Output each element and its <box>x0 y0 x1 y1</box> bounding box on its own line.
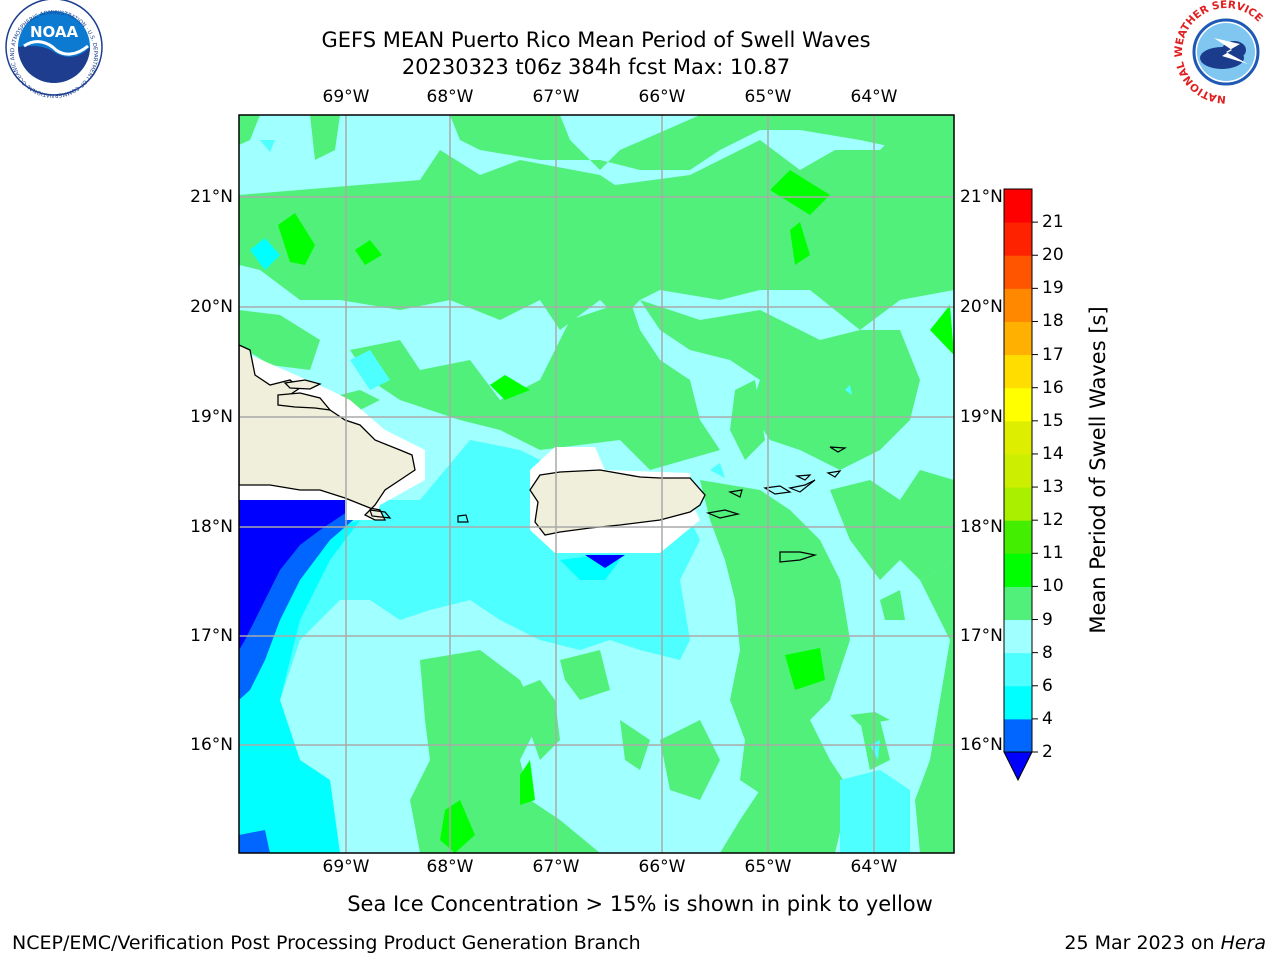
lat-label-left-2: 19°N <box>190 407 233 427</box>
colorbar-segment-3 <box>1004 619 1032 654</box>
lon-label-bottom-5: 64°W <box>850 857 898 877</box>
colorbar-tick-label-10: 15 <box>1042 410 1064 431</box>
colorbar-tick-label-6: 11 <box>1042 543 1064 564</box>
colorbar-segment-10 <box>1004 387 1032 422</box>
machine-name: Hera <box>1220 932 1266 954</box>
lat-label-left-0: 21°N <box>190 187 233 207</box>
producer-credit: NCEP/EMC/Verification Post Processing Pr… <box>12 932 641 954</box>
lat-label-right-0: 21°N <box>960 187 1003 207</box>
lon-label-bottom-1: 68°W <box>426 857 474 877</box>
lon-label-top-0: 69°W <box>322 87 370 107</box>
lon-label-top-5: 64°W <box>850 87 898 107</box>
tortuga-island <box>283 379 322 390</box>
swell-band-2-4 <box>239 500 625 650</box>
colorbar-tick-label-1: 4 <box>1042 708 1053 729</box>
colorbar-segment-7 <box>1004 487 1032 521</box>
lon-label-bottom-0: 69°W <box>322 857 370 877</box>
lon-label-top-3: 66°W <box>638 87 686 107</box>
lat-label-right-2: 19°N <box>960 407 1003 427</box>
colorbar-segment-14 <box>1004 255 1032 289</box>
colorbar-tick-label-7: 12 <box>1042 510 1064 531</box>
colorbar-tick-label-3: 8 <box>1042 642 1053 663</box>
colorbar-segment-1 <box>1004 685 1032 720</box>
lon-label-bottom-4: 65°W <box>744 857 792 877</box>
map-title: GEFS MEAN Puerto Rico Mean Period of Swe… <box>321 28 871 52</box>
colorbar-segment-5 <box>1004 553 1032 587</box>
run-date: 25 Mar 2023 on Hera <box>1064 932 1266 954</box>
swell-band-11-12 <box>278 170 954 853</box>
colorbar-segment-2 <box>1004 652 1032 687</box>
colorbar-segment-16 <box>1004 189 1032 223</box>
colorbar-tick-label-12: 17 <box>1042 344 1064 365</box>
colorbar-tick-label-2: 6 <box>1042 675 1053 696</box>
colorbar-label: Mean Period of Swell Waves [s] <box>1086 306 1110 634</box>
sea-ice-caption: Sea Ice Concentration > 15% is shown in … <box>347 892 933 916</box>
lat-label-left-5: 16°N <box>190 735 233 755</box>
swell-band-4-6 <box>239 510 365 853</box>
noaa-logo-text: NOAA <box>30 23 79 41</box>
lat-label-left-3: 18°N <box>190 517 233 537</box>
colorbar-tick-label-4: 9 <box>1042 609 1053 630</box>
colorbar-segment-9 <box>1004 420 1032 455</box>
colorbar-segment-15 <box>1004 222 1032 256</box>
map-gridlines <box>239 115 954 853</box>
colorbar-tick-label-14: 19 <box>1042 278 1064 299</box>
map-subtitle: 20230323 t06z 384h fcst Max: 10.87 <box>401 55 791 79</box>
colorbar-tick-label-13: 18 <box>1042 311 1064 332</box>
hispaniola-north-peninsula <box>277 392 332 411</box>
colorbar-extend-min-icon <box>1003 751 1033 782</box>
colorbar-tick-label-16: 21 <box>1042 212 1064 233</box>
lon-label-top-4: 65°W <box>744 87 792 107</box>
colorbar-segment-13 <box>1004 288 1032 322</box>
small-islands <box>369 446 848 563</box>
lon-label-top-1: 68°W <box>426 87 474 107</box>
colorbar-segment-6 <box>1004 520 1032 554</box>
noaa-logo-icon: NOAA NATIONAL OCEANIC AND ATMOSPHERIC AD… <box>0 0 103 98</box>
colorbar-tick-label-9: 14 <box>1042 443 1064 464</box>
nws-logo-icon: NATIONAL WEATHER SERVICE <box>1173 0 1274 105</box>
map-area <box>239 115 954 853</box>
lon-label-bottom-2: 67°W <box>532 857 580 877</box>
lat-label-left-4: 17°N <box>190 626 233 646</box>
colorbar-segment-8 <box>1004 453 1032 488</box>
swell-band-10-11 <box>239 115 954 853</box>
run-date-text: 25 Mar 2023 on <box>1064 932 1221 954</box>
colorbar-segment-0 <box>1004 718 1032 753</box>
lat-label-right-5: 16°N <box>960 735 1003 755</box>
map-frame <box>238 114 955 854</box>
lon-label-top-2: 67°W <box>532 87 580 107</box>
colorbar-tick-label-15: 20 <box>1042 245 1064 266</box>
colorbar-segment-4 <box>1004 586 1032 621</box>
lat-label-left-1: 20°N <box>190 297 233 317</box>
colorbar-segment-11 <box>1004 354 1032 389</box>
colorbar-tick-label-11: 16 <box>1042 377 1064 398</box>
lon-label-bottom-3: 66°W <box>638 857 686 877</box>
colorbar-tick-label-5: 10 <box>1042 576 1064 597</box>
colorbar-tick-label-0: 2 <box>1042 742 1053 762</box>
colorbar-tick-label-8: 13 <box>1042 477 1064 498</box>
lat-label-right-3: 18°N <box>960 517 1003 537</box>
colorbar-frame <box>1003 188 1033 753</box>
colorbar-segment-12 <box>1004 321 1032 356</box>
lat-label-right-4: 17°N <box>960 626 1003 646</box>
colorbar <box>1003 188 1038 782</box>
lat-label-right-1: 20°N <box>960 297 1003 317</box>
